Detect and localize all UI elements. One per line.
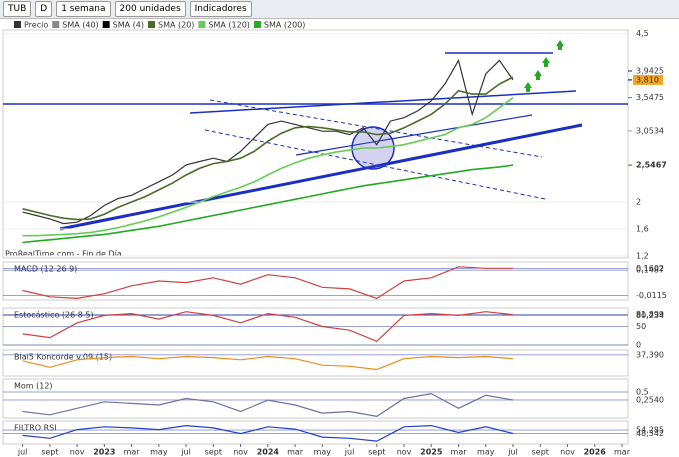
series-line: [22, 311, 514, 343]
trend-line: [59, 123, 583, 231]
y-tick-label: 2: [636, 198, 641, 207]
y-tick-label: 1,2: [636, 251, 649, 260]
y-tick-label: 0,1487: [636, 266, 664, 275]
x-tick-label: mar: [451, 448, 468, 457]
period[interactable]: 1 semana: [56, 1, 111, 17]
y-tick-label: 0,2540: [636, 395, 664, 404]
x-tick-label: jul: [17, 448, 28, 457]
legend-swatch: [52, 21, 60, 28]
x-tick-label: 2024: [257, 448, 280, 457]
x-tick-label: nov: [70, 448, 85, 457]
panel: [2, 378, 629, 419]
series-line: [22, 355, 514, 371]
panel: [2, 420, 629, 445]
channel-line: [209, 99, 543, 158]
legend-label: SMA (20): [158, 21, 194, 30]
y-tick-label: 54,285: [636, 426, 664, 435]
trend-line: [189, 90, 577, 114]
series-line: [22, 266, 513, 300]
legend-swatch: [147, 21, 155, 28]
y-tick-label: 0,5: [636, 388, 649, 397]
x-tick-label: jul: [344, 448, 355, 457]
background: [0, 20, 679, 457]
indicators[interactable]: Indicadores: [189, 1, 252, 17]
series-line: [22, 58, 514, 225]
panel: [2, 261, 629, 301]
y-tick-label: -0,0115: [636, 291, 667, 300]
panel-title: MACD (12 26 9): [14, 265, 77, 274]
y-tick-label: 0: [636, 341, 641, 350]
units[interactable]: 200 unidades: [114, 1, 186, 17]
x-tick-label: sept: [205, 448, 222, 457]
y-tick-label: 50: [636, 322, 646, 331]
x-tick-label: jul: [180, 448, 191, 457]
source-note: ProRealTime.com - Fin de Día: [5, 250, 122, 259]
x-tick-label: mar: [614, 448, 631, 457]
price-label: 3,810: [636, 75, 659, 84]
channel-line: [204, 129, 546, 200]
price-label: 3,9425: [636, 66, 664, 75]
y-tick-label: 48,342: [636, 429, 664, 438]
x-tick-label: mar: [124, 448, 141, 457]
panel: [2, 349, 629, 377]
panel-title: Mom (12): [14, 382, 53, 391]
panel-title: FILTRO RSI: [14, 424, 57, 433]
panel-title: Blai5 Koncorde v.09 (15): [14, 353, 112, 362]
series-line: [22, 76, 514, 221]
legend-swatch: [198, 21, 206, 28]
price-label: 2,5467: [636, 161, 667, 170]
y-tick-label: 1,6: [636, 224, 649, 233]
legend-label: Precio: [24, 21, 48, 30]
y-tick-label: 37,390: [636, 350, 664, 359]
symbol[interactable]: TUB: [3, 1, 32, 17]
x-tick-label: 2023: [93, 448, 115, 457]
price-box: [633, 74, 663, 85]
x-tick-label: 2026: [584, 448, 607, 457]
legend-label: SMA (200): [264, 21, 306, 30]
legend-label: SMA (120): [208, 21, 250, 30]
panel-title: Estocástico (26 8 5): [14, 311, 94, 320]
x-tick-label: nov: [397, 448, 412, 457]
legend-label: SMA (40): [62, 21, 98, 30]
arrows: [524, 40, 564, 92]
panel: [2, 29, 629, 259]
x-tick-label: nov: [233, 448, 248, 457]
toolbar: TUB D 1 semana 200 unidades Indicadores: [0, 0, 679, 19]
x-tick-label: sept: [41, 448, 58, 457]
y-tick-label: 0,1602: [636, 264, 664, 273]
series-line: [22, 392, 514, 418]
series-line: [22, 96, 514, 237]
y-tick-label: 80,234: [636, 311, 664, 320]
y-tick-label: 4,5: [636, 29, 649, 38]
period-type[interactable]: D: [35, 1, 53, 17]
x-tick-label: may: [150, 448, 168, 457]
x-tick-label: jul: [507, 448, 518, 457]
x-tick-label: mar: [287, 448, 304, 457]
series-line: [22, 424, 514, 442]
price-label: 3,5475: [636, 93, 664, 102]
legend-label: SMA (4): [113, 21, 144, 30]
price-label: 3,0534: [636, 126, 664, 135]
series-line: [22, 164, 514, 244]
x-tick-label: may: [314, 448, 332, 457]
y-tick-label: 81,899: [636, 310, 664, 319]
x-tick-label: 2025: [420, 448, 443, 457]
legend-swatch: [102, 21, 110, 28]
x-tick-label: nov: [560, 448, 575, 457]
x-tick-label: sept: [532, 448, 549, 457]
legend-swatch: [253, 21, 261, 28]
legend-swatch: [14, 21, 21, 28]
x-tick-label: may: [477, 448, 495, 457]
x-tick-label: sept: [368, 448, 385, 457]
